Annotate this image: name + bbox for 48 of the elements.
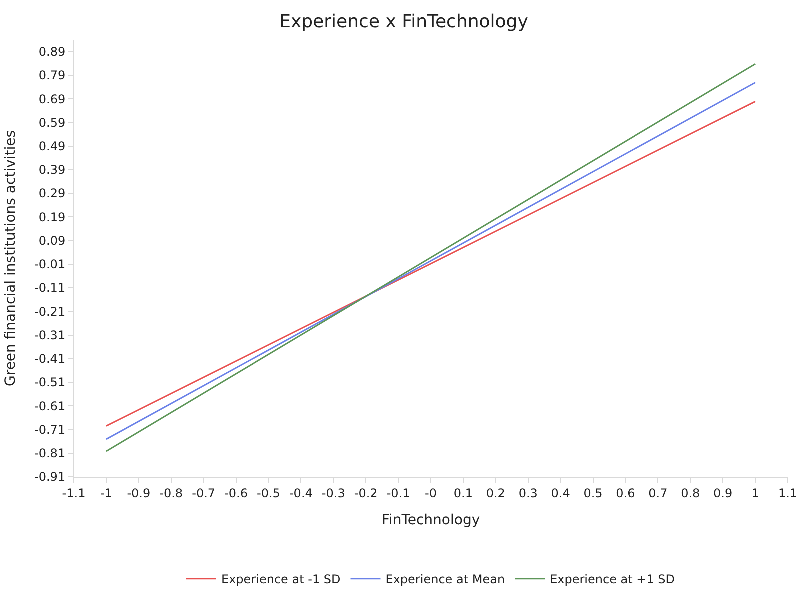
x-tick-label: -0.3 bbox=[322, 486, 346, 500]
y-tick-label: 0.69 bbox=[38, 92, 66, 106]
x-tick-label: 0.2 bbox=[486, 486, 506, 500]
y-tick-label: 0.09 bbox=[38, 234, 66, 248]
y-tick-label: -0.71 bbox=[34, 422, 66, 437]
y-tick-label: -0.41 bbox=[34, 352, 66, 366]
x-tick-label: 0.1 bbox=[454, 486, 473, 500]
x-axis-title: FinTechnology bbox=[382, 512, 480, 529]
y-tick-label: -0.01 bbox=[34, 258, 66, 272]
y-tick-label: 0.29 bbox=[38, 186, 66, 201]
x-tick-label: -0.7 bbox=[192, 486, 216, 500]
x-tick-label: 0.3 bbox=[518, 486, 538, 500]
y-tick-label: -0.91 bbox=[34, 470, 66, 484]
x-tick-label: -0 bbox=[425, 486, 437, 500]
x-tick-label: 0.4 bbox=[551, 486, 570, 500]
legend-label: Experience at -1 SD bbox=[222, 572, 341, 587]
legend-label: Experience at +1 SD bbox=[550, 572, 676, 587]
y-axis-title: Green financial institutions activities bbox=[3, 130, 20, 386]
x-tick-label: -0.1 bbox=[386, 486, 410, 500]
x-tick-label: -0.5 bbox=[257, 486, 280, 500]
y-tick-label: -0.81 bbox=[34, 446, 66, 461]
x-tick-label: 0.5 bbox=[584, 486, 603, 500]
x-tick-label: -1.1 bbox=[62, 486, 86, 500]
y-tick-label: 0.19 bbox=[38, 210, 66, 224]
x-tick-label: -0.8 bbox=[160, 486, 184, 500]
x-tick-label: -0.2 bbox=[354, 486, 378, 500]
y-tick-label: -0.31 bbox=[34, 328, 66, 342]
y-tick-label: -0.51 bbox=[34, 376, 66, 390]
x-tick-label: 0.8 bbox=[681, 486, 700, 500]
chart-title: Experience x FinTechnology bbox=[280, 12, 529, 33]
x-tick-label: 1 bbox=[752, 486, 760, 500]
y-tick-label: 0.89 bbox=[38, 45, 66, 60]
y-tick-label: -0.11 bbox=[34, 281, 66, 296]
x-tick-label: -0.9 bbox=[127, 486, 151, 500]
x-tick-label: -1 bbox=[100, 486, 112, 500]
x-tick-label: 1.1 bbox=[778, 486, 798, 500]
y-tick-label: 0.59 bbox=[38, 116, 66, 130]
x-tick-label: -0.6 bbox=[224, 486, 248, 500]
y-tick-label: -0.21 bbox=[34, 304, 66, 319]
x-tick-label: -0.4 bbox=[289, 486, 313, 500]
x-tick-label: 0.6 bbox=[616, 486, 636, 500]
y-tick-label: -0.61 bbox=[34, 399, 66, 414]
y-tick-label: 0.49 bbox=[38, 140, 66, 154]
legend-label: Experience at Mean bbox=[386, 572, 506, 587]
x-tick-label: 0.9 bbox=[714, 486, 733, 500]
y-tick-label: 0.39 bbox=[38, 163, 66, 178]
x-tick-label: 0.7 bbox=[648, 486, 668, 500]
y-tick-label: 0.79 bbox=[38, 68, 66, 83]
